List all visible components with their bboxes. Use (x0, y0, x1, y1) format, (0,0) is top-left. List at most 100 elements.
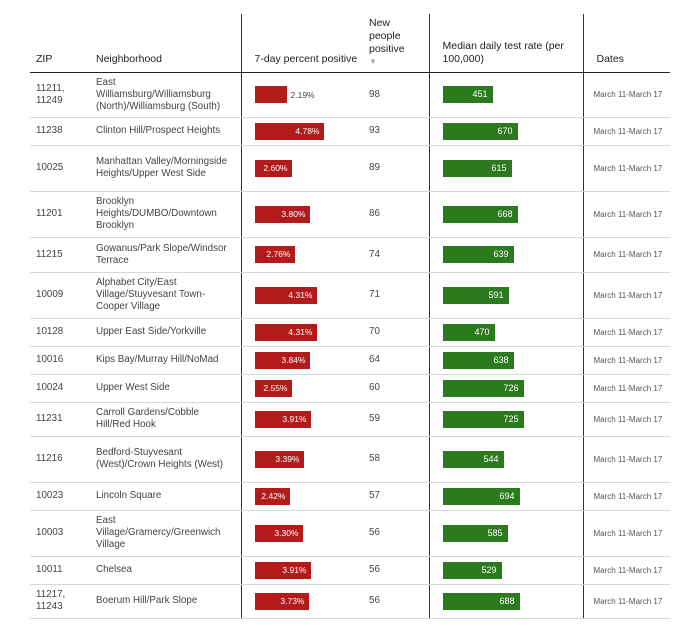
percent-positive-cell: 3.73% (240, 584, 363, 619)
percent-positive-cell: 2.19% (240, 72, 363, 118)
percent-positive-cell: 4.31% (240, 318, 363, 347)
new-positive-cell: 56 (363, 556, 429, 585)
header-zip[interactable]: ZIP (30, 14, 90, 73)
percent-positive-label: 2.76% (266, 249, 291, 259)
table-row: 10009 Alphabet City/East Village/Stuyvesa… (30, 272, 670, 319)
neighborhood-cell: Gowanus/Park Slope/Windsor Terrace (90, 237, 241, 273)
percent-positive-label: 4.31% (288, 326, 313, 337)
dates-cell: March 11-March 17 (582, 510, 670, 557)
test-rate-bar: 638 (442, 351, 514, 369)
header-dates[interactable]: Dates (582, 14, 670, 73)
new-positive-cell: 57 (363, 482, 429, 511)
table-body: 11211, 11249 East Williamsburg/Williamsbu… (30, 72, 670, 619)
zip-cell: 11211, 11249 (30, 72, 90, 118)
test-rate-bar: 585 (442, 524, 508, 542)
zip-cell: 10003 (30, 510, 90, 557)
dates-cell: March 11-March 17 (582, 374, 670, 403)
new-positive-cell: 98 (363, 72, 429, 118)
table-row: 10023 Lincoln Square 2.42% 57 694 March 11-Ma… (30, 482, 670, 511)
dates-cell: March 11-March 17 (582, 145, 670, 192)
neighborhood-cell: Upper West Side (90, 374, 241, 403)
percent-positive-bar: 3.73% (254, 592, 309, 610)
percent-positive-cell: 3.30% (240, 510, 363, 557)
neighborhood-cell: Carroll Gardens/Cobble Hill/Red Hook (90, 402, 241, 437)
percent-positive-cell: 3.39% (240, 436, 363, 483)
percent-positive-bar: 2.55% (254, 379, 292, 397)
table-row: 11211, 11249 East Williamsburg/Williamsbu… (30, 72, 670, 118)
percent-positive-label: 3.30% (274, 527, 299, 538)
test-rate-label: 694 (499, 490, 515, 501)
percent-positive-label: 3.84% (281, 354, 306, 365)
test-rate-bar: 451 (442, 86, 493, 103)
test-rate-label: 688 (499, 595, 515, 606)
test-rate-label: 668 (497, 208, 513, 219)
neighborhood-cell: Kips Bay/Murray Hill/NoMad (90, 346, 241, 375)
new-positive-cell: 89 (363, 145, 429, 192)
dates-cell: March 11-March 17 (582, 346, 670, 375)
new-positive-cell: 59 (363, 402, 429, 437)
test-rate-label: 638 (493, 354, 509, 365)
test-rate-cell: 668 (428, 191, 583, 238)
percent-positive-bar: 3.80% (254, 205, 310, 223)
zip-cell: 11217, 11243 (30, 584, 90, 619)
percent-positive-label: 4.78% (295, 125, 320, 136)
new-positive-cell: 70 (363, 318, 429, 347)
table-row: 10024 Upper West Side 2.55% 60 726 March 11-M… (30, 374, 670, 403)
neighborhood-cell: Chelsea (90, 556, 241, 585)
dates-cell: March 11-March 17 (582, 191, 670, 238)
header-percent-positive[interactable]: 7-day percent positive (240, 14, 363, 73)
percent-positive-bar: 2.42% (254, 487, 290, 505)
new-positive-cell: 60 (363, 374, 429, 403)
test-rate-bar: 725 (442, 410, 524, 428)
percent-positive-label: 3.39% (275, 453, 300, 464)
new-positive-cell: 64 (363, 346, 429, 375)
test-rate-bar: 470 (442, 323, 495, 341)
test-rate-cell: 591 (428, 272, 583, 319)
percent-positive-label: 4.31% (288, 289, 313, 300)
header-new-positive[interactable]: New people positive ▼ (363, 14, 429, 73)
test-rate-label: 726 (503, 382, 519, 393)
zip-cell: 10025 (30, 145, 90, 192)
zip-cell: 10009 (30, 272, 90, 319)
zip-cell: 11216 (30, 436, 90, 483)
dates-cell: March 11-March 17 (582, 237, 670, 273)
percent-positive-bar: 3.84% (254, 351, 310, 369)
zip-cell: 11201 (30, 191, 90, 238)
table-row: 10128 Upper East Side/Yorkville 4.31% 70 470… (30, 318, 670, 347)
zip-cell: 10024 (30, 374, 90, 403)
percent-positive-label: 2.60% (263, 162, 288, 173)
percent-positive-label: 2.42% (261, 490, 286, 501)
dates-cell: March 11-March 17 (582, 402, 670, 437)
covid-zip-table: ZIP Neighborhood 7-day percent positive … (30, 14, 670, 619)
test-rate-cell: 670 (428, 117, 583, 146)
percent-positive-bar: 2.60% (254, 159, 292, 177)
test-rate-bar: 688 (442, 592, 520, 610)
header-test-rate[interactable]: Median daily test rate (per 100,000) (428, 14, 583, 73)
zip-cell: 10023 (30, 482, 90, 511)
table-row: 10025 Manhattan Valley/Morningside Height… (30, 145, 670, 192)
percent-positive-cell: 4.78% (240, 117, 363, 146)
percent-positive-cell: 3.80% (240, 191, 363, 238)
neighborhood-cell: Bedford-Stuyvesant (West)/Crown Heights … (90, 436, 241, 483)
neighborhood-cell: Alphabet City/East Village/Stuyvesant To… (90, 272, 241, 319)
header-neighborhood[interactable]: Neighborhood (90, 14, 241, 73)
zip-cell: 11231 (30, 402, 90, 437)
test-rate-bar: 639 (442, 246, 514, 263)
dates-cell: March 11-March 17 (582, 556, 670, 585)
test-rate-bar: 694 (442, 487, 520, 505)
percent-positive-label: 2.19% (290, 89, 315, 100)
new-positive-cell: 86 (363, 191, 429, 238)
header-row: ZIP Neighborhood 7-day percent positive … (30, 14, 670, 73)
dates-cell: March 11-March 17 (582, 272, 670, 319)
test-rate-cell: 585 (428, 510, 583, 557)
test-rate-cell: 725 (428, 402, 583, 437)
percent-positive-bar: 3.39% (254, 450, 304, 468)
zip-cell: 10011 (30, 556, 90, 585)
neighborhood-cell: Manhattan Valley/Morningside Heights/Upp… (90, 145, 241, 192)
table-row: 10011 Chelsea 3.91% 56 529 March 11-March 17 (30, 556, 670, 585)
percent-positive-label: 3.73% (280, 595, 305, 606)
sort-down-icon[interactable]: ▼ (369, 56, 377, 66)
test-rate-cell: 529 (428, 556, 583, 585)
neighborhood-cell: Boerum Hill/Park Slope (90, 584, 241, 619)
dates-cell: March 11-March 17 (582, 584, 670, 619)
